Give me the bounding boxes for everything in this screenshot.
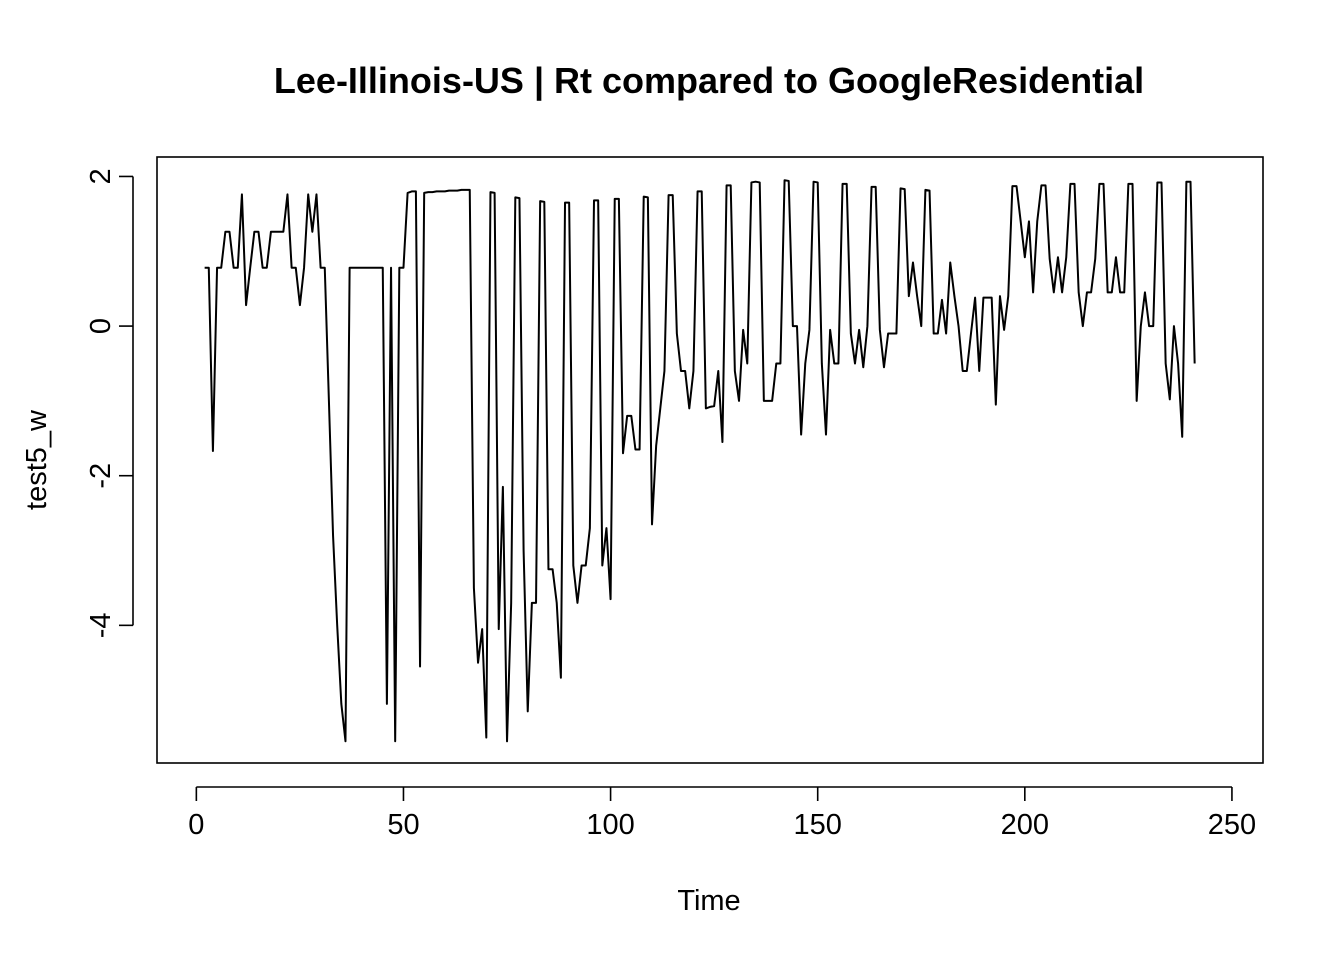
x-tick-label: 50 — [387, 809, 419, 841]
x-axis-label: Time — [677, 885, 740, 917]
y-tick-label: -4 — [85, 612, 117, 638]
plot-frame — [156, 156, 1264, 764]
data-points — [205, 180, 1195, 741]
x-tick-label: 0 — [188, 809, 204, 841]
y-tick-label: 0 — [85, 318, 117, 334]
x-axis: 0 50 100 150 200 250 — [188, 786, 1256, 841]
y-axis: -4 -2 0 2 — [85, 168, 134, 638]
y-axis-label: test5_w — [21, 409, 53, 510]
chart-title: Lee-Illinois-US | Rt compared to GoogleR… — [274, 60, 1144, 102]
x-tick-label: 250 — [1208, 809, 1256, 841]
x-tick-label: 200 — [1001, 809, 1049, 841]
y-tick-label: -2 — [85, 463, 117, 489]
series-line-test5_w — [204, 179, 1196, 743]
y-tick-label: 2 — [85, 168, 117, 184]
x-tick-label: 150 — [794, 809, 842, 841]
x-tick-label: 100 — [586, 809, 634, 841]
